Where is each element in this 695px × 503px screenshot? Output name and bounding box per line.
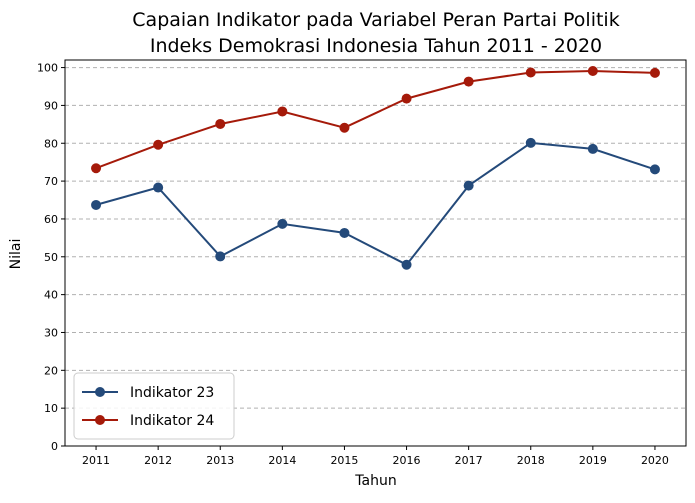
- data-point-indikator-24: [402, 94, 412, 104]
- x-tick-label: 2018: [517, 454, 545, 467]
- x-tick-label: 2016: [393, 454, 421, 467]
- legend-label-indikator-23: Indikator 23: [130, 385, 214, 401]
- x-tick-label: 2014: [268, 454, 296, 467]
- y-tick-label: 90: [44, 99, 58, 112]
- x-tick-label: 2013: [206, 454, 234, 467]
- data-point-indikator-23: [588, 144, 598, 154]
- chart-title-line2: Indeks Demokrasi Indonesia Tahun 2011 - …: [150, 35, 602, 57]
- x-tick-label: 2015: [330, 454, 358, 467]
- legend-box: [74, 373, 234, 439]
- data-point-indikator-24: [588, 66, 598, 76]
- data-point-indikator-24: [153, 140, 163, 150]
- y-tick-label: 50: [44, 251, 58, 264]
- data-point-indikator-24: [526, 67, 536, 77]
- y-tick-label: 0: [51, 440, 58, 453]
- y-tick-label: 40: [44, 289, 58, 302]
- data-point-indikator-23: [402, 260, 412, 270]
- data-point-indikator-24: [277, 106, 287, 116]
- y-tick-label: 20: [44, 364, 58, 377]
- legend: Indikator 23 Indikator 24: [74, 373, 234, 439]
- x-tick-label: 2019: [579, 454, 607, 467]
- data-point-indikator-24: [650, 68, 660, 78]
- y-tick-label: 30: [44, 326, 58, 339]
- data-point-indikator-24: [339, 123, 349, 133]
- y-axis-label: Nilai: [8, 239, 24, 270]
- y-tick-label: 10: [44, 402, 58, 415]
- legend-label-indikator-24: Indikator 24: [130, 413, 214, 429]
- data-point-indikator-23: [153, 183, 163, 193]
- data-point-indikator-23: [464, 181, 474, 191]
- x-tick-label: 2011: [82, 454, 110, 467]
- legend-swatch-marker: [95, 387, 105, 397]
- data-point-indikator-23: [339, 228, 349, 238]
- data-point-indikator-23: [650, 164, 660, 174]
- data-point-indikator-24: [91, 163, 101, 173]
- data-point-indikator-24: [464, 77, 474, 87]
- data-point-indikator-23: [526, 138, 536, 148]
- data-point-indikator-23: [91, 200, 101, 210]
- data-point-indikator-24: [215, 119, 225, 129]
- x-tick-label: 2017: [455, 454, 483, 467]
- x-tick-label: 2020: [641, 454, 669, 467]
- legend-swatch-marker: [95, 415, 105, 425]
- data-point-indikator-23: [215, 251, 225, 261]
- chart-title-line1: Capaian Indikator pada Variabel Peran Pa…: [132, 9, 619, 31]
- y-tick-label: 80: [44, 137, 58, 150]
- y-tick-label: 60: [44, 213, 58, 226]
- x-tick-label: 2012: [144, 454, 172, 467]
- data-point-indikator-23: [277, 219, 287, 229]
- y-tick-label: 70: [44, 175, 58, 188]
- x-axis-label: Tahun: [354, 473, 396, 489]
- y-tick-label: 100: [37, 62, 58, 75]
